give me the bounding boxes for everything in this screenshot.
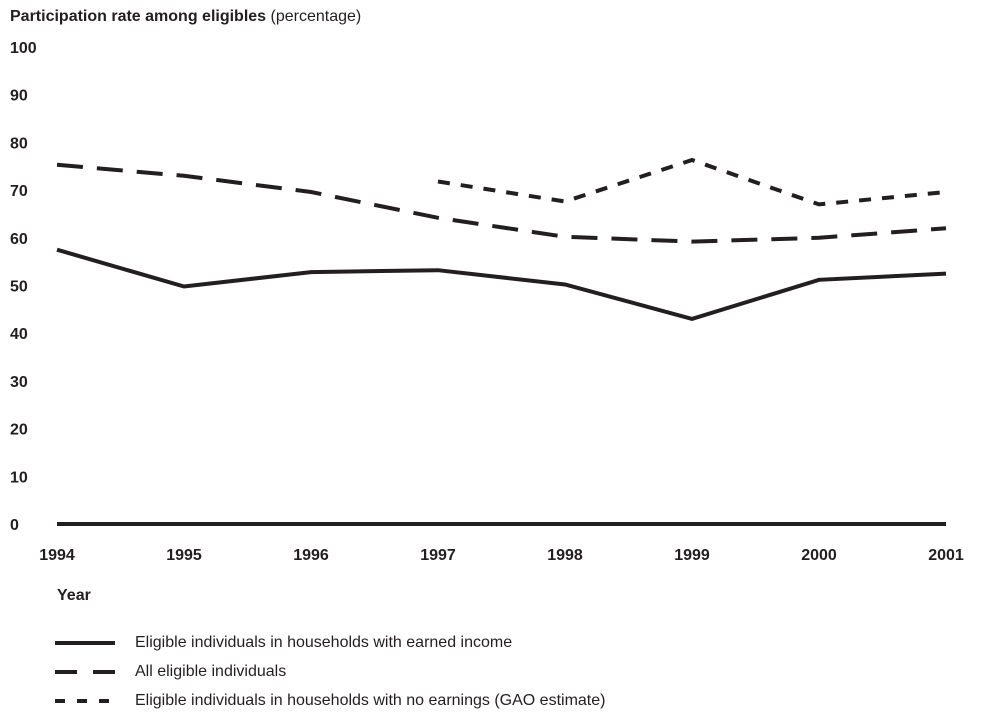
series-line-long-dash	[56, 162, 947, 244]
y-tick-label: 90	[10, 88, 28, 105]
x-tick-label: 1996	[293, 547, 329, 564]
series-lines	[56, 157, 947, 321]
chart-title-unit: (percentage)	[270, 8, 362, 25]
legend-item: Eligible individuals in households with …	[55, 686, 605, 715]
legend: Eligible individuals in households with …	[55, 628, 605, 715]
x-tick-label: 1994	[39, 547, 75, 564]
series-line-solid	[56, 247, 947, 321]
chart-title: Participation rate among eligibles (perc…	[10, 8, 361, 26]
legend-swatch-short-dash	[55, 698, 115, 703]
legend-swatch-long-dash	[55, 669, 115, 674]
y-tick-label: 10	[10, 469, 28, 486]
x-tick-label: 2000	[801, 547, 837, 564]
legend-label: All eligible individuals	[135, 662, 287, 680]
y-tick-label: 50	[10, 279, 28, 296]
y-tick-label: 100	[10, 40, 37, 57]
y-tick-label: 80	[10, 135, 28, 152]
y-axis-ticks: 0 10 20 30 40 50 60 70 80 90 100	[10, 40, 37, 534]
x-tick-label: 1995	[166, 547, 202, 564]
x-tick-label: 1998	[547, 547, 583, 564]
y-tick-label: 30	[10, 374, 28, 391]
y-tick-label: 20	[10, 422, 28, 439]
y-tick-label: 60	[10, 231, 28, 248]
legend-label: Eligible individuals in households with …	[135, 633, 513, 651]
x-tick-label: 1997	[420, 547, 456, 564]
x-axis-ticks: 1994 1995 1996 1997 1998 1999 2000 2001	[39, 547, 964, 564]
x-tick-label: 2001	[928, 547, 964, 564]
legend-swatch-solid	[55, 640, 115, 645]
legend-item: All eligible individuals	[55, 657, 605, 686]
chart-title-main: Participation rate among eligibles	[10, 8, 267, 25]
legend-label: Eligible individuals in households with …	[135, 691, 606, 709]
legend-item: Eligible individuals in households with …	[55, 628, 605, 657]
x-tick-label: 1999	[674, 547, 710, 564]
y-tick-label: 70	[10, 183, 28, 200]
y-tick-label: 0	[10, 517, 19, 534]
x-axis-label: Year	[57, 587, 91, 604]
series-line-short-dash	[437, 157, 947, 207]
y-tick-label: 40	[10, 326, 28, 343]
